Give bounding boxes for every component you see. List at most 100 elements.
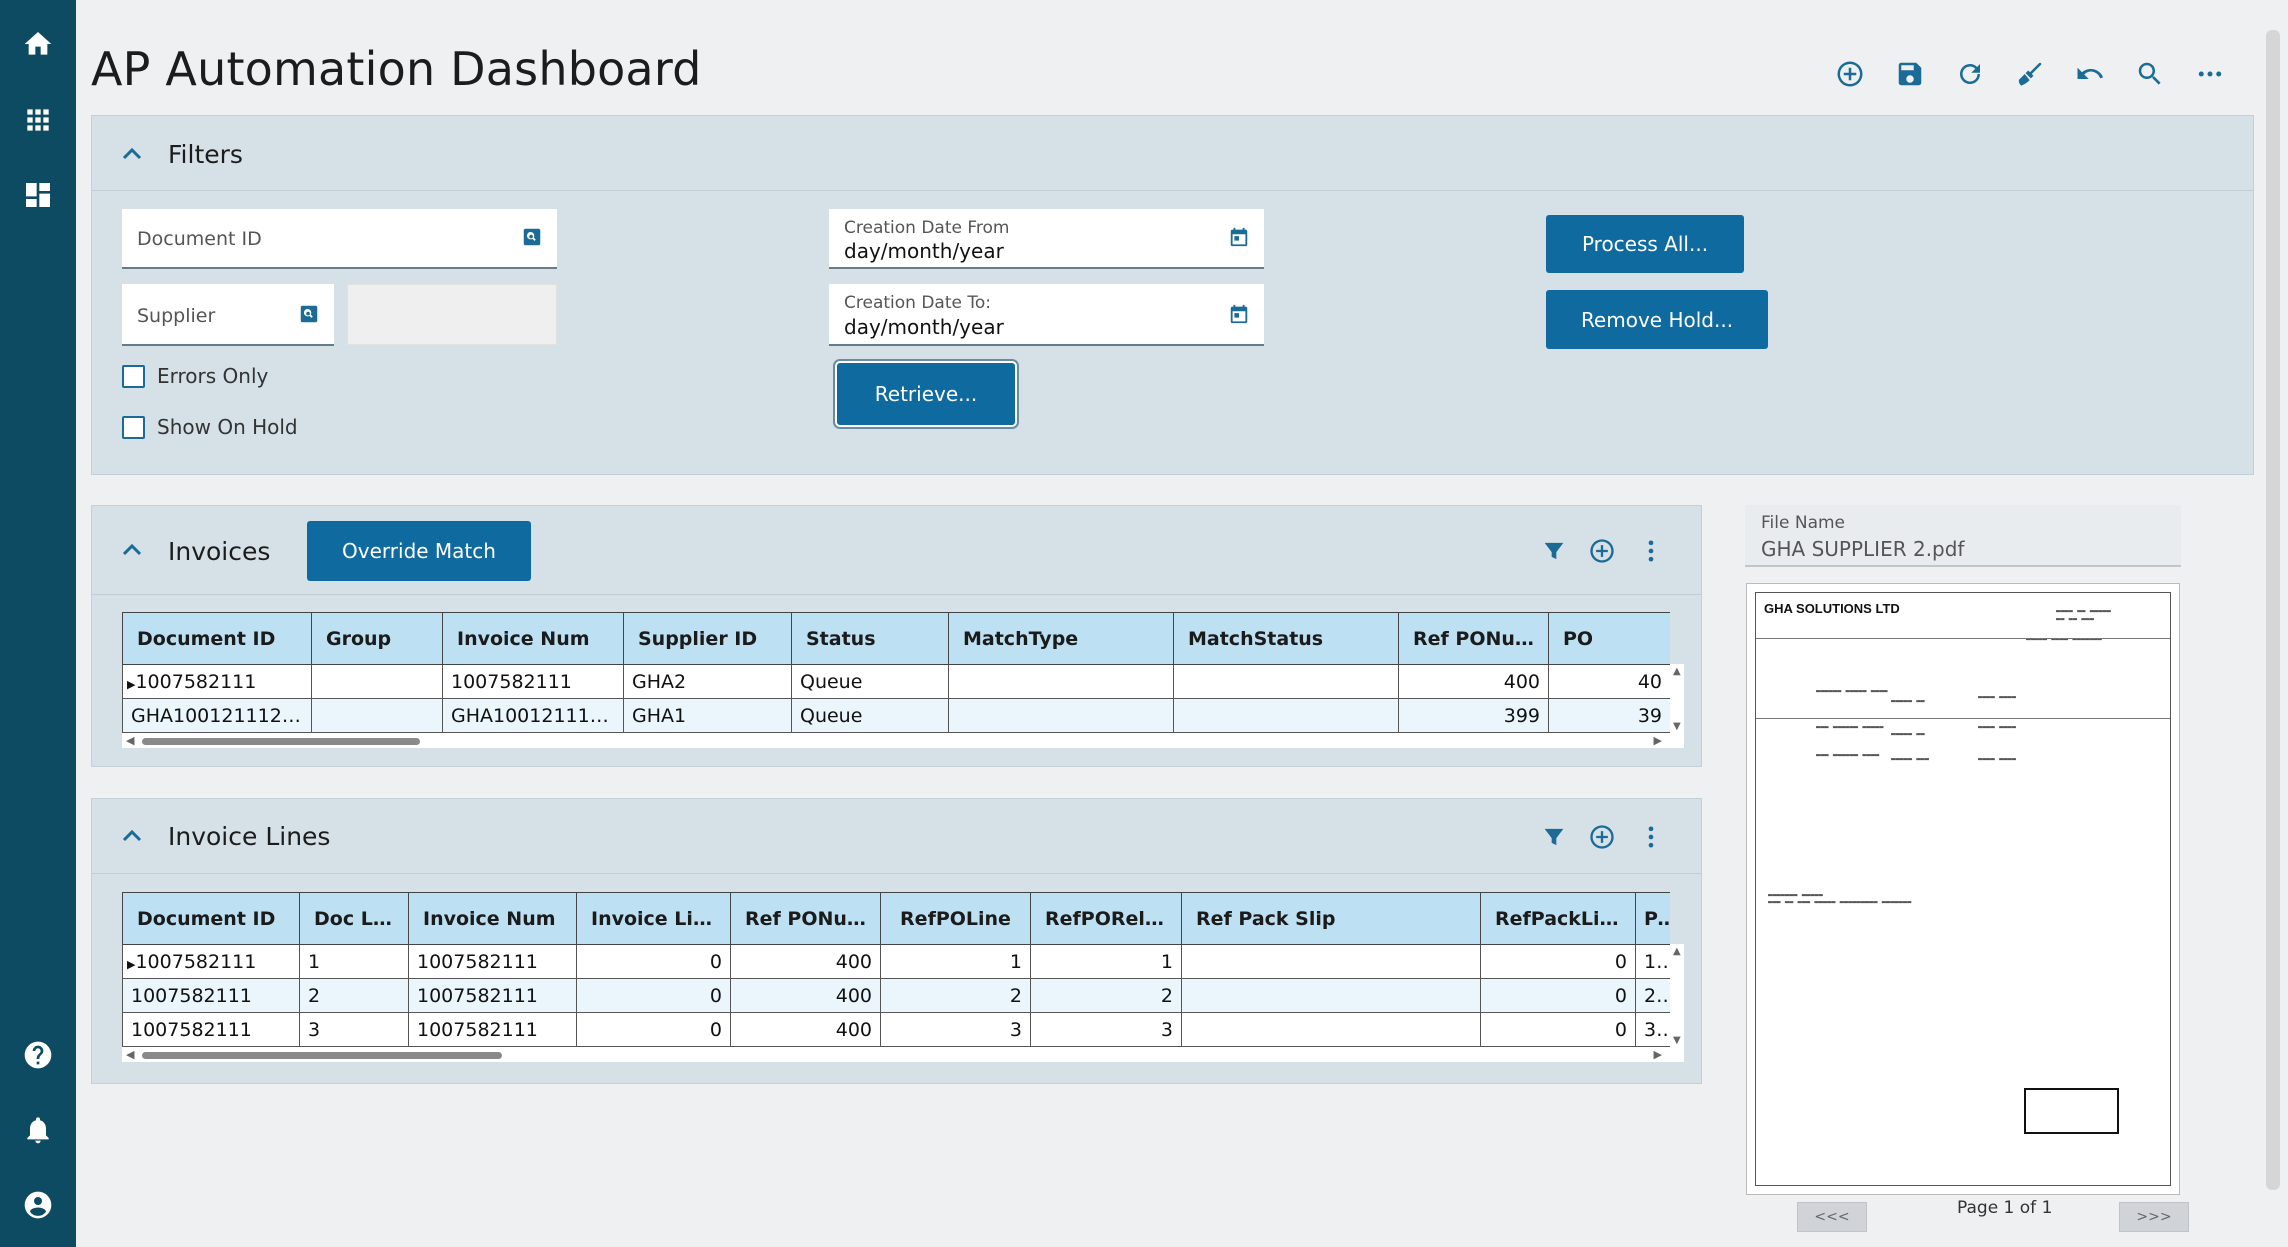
dashboard-icon[interactable]: [20, 177, 56, 213]
column-header[interactable]: Document ID: [122, 612, 312, 665]
chevron-up-icon[interactable]: [120, 142, 144, 166]
calendar-icon[interactable]: [1228, 226, 1250, 248]
grid-cell[interactable]: 400: [730, 978, 881, 1013]
more-icon[interactable]: [2192, 56, 2228, 92]
account-icon[interactable]: [20, 1187, 56, 1223]
grid-cell[interactable]: GHA1: [623, 698, 792, 733]
scroll-up-icon[interactable]: ▲: [1673, 946, 1681, 957]
grid-cell[interactable]: 0: [1480, 1012, 1636, 1047]
refresh-icon[interactable]: [1952, 56, 1988, 92]
column-header[interactable]: Status: [791, 612, 949, 665]
override-match-button[interactable]: Override Match: [307, 521, 531, 581]
checkbox-box[interactable]: [122, 415, 145, 439]
column-header[interactable]: Ref Pack Slip: [1181, 892, 1481, 945]
grid-cell[interactable]: 1: [1030, 944, 1182, 979]
grid-cell[interactable]: Queue: [791, 698, 949, 733]
scroll-up-icon[interactable]: ▲: [1673, 666, 1681, 677]
column-header[interactable]: Supplier ID: [623, 612, 792, 665]
errors-only-checkbox[interactable]: Errors Only: [122, 364, 268, 388]
more-vert-icon[interactable]: [1637, 823, 1667, 853]
grid-cell[interactable]: [1173, 698, 1399, 733]
column-header[interactable]: Document ID: [122, 892, 300, 945]
grid-cell[interactable]: 1007582111: [442, 664, 624, 699]
column-header[interactable]: RefPOLine: [880, 892, 1031, 945]
column-header[interactable]: Group: [311, 612, 443, 665]
scroll-left-icon[interactable]: ◀: [126, 734, 135, 747]
lookup-search-icon[interactable]: [521, 226, 543, 248]
grid-cell[interactable]: [1173, 664, 1399, 699]
grid-cell[interactable]: [311, 698, 443, 733]
grid-cell[interactable]: 400: [730, 944, 881, 979]
grid-cell[interactable]: [311, 664, 443, 699]
grid-cell[interactable]: [1181, 978, 1481, 1013]
grid-cell[interactable]: GHA1001211120…: [442, 698, 624, 733]
checkbox-box[interactable]: [122, 364, 145, 388]
grid-cell[interactable]: 399: [1398, 698, 1549, 733]
scroll-down-icon[interactable]: ▼: [1673, 721, 1681, 732]
creation-date-from-field[interactable]: Creation Date From day/month/year: [829, 209, 1264, 269]
grid-cell[interactable]: ▶1007582111: [122, 944, 300, 979]
home-icon[interactable]: [20, 26, 56, 62]
help-icon[interactable]: [20, 1037, 56, 1073]
filter-icon[interactable]: [1540, 537, 1570, 567]
grid-cell[interactable]: 400: [730, 1012, 881, 1047]
grid-cell[interactable]: 3: [1030, 1012, 1182, 1047]
grid-cell[interactable]: [1181, 944, 1481, 979]
add-circle-icon[interactable]: [1588, 537, 1618, 567]
column-header[interactable]: Invoice Line: [576, 892, 731, 945]
scroll-down-icon[interactable]: ▼: [1673, 1035, 1681, 1046]
grid-cell[interactable]: 2: [880, 978, 1031, 1013]
creation-date-to-field[interactable]: Creation Date To: day/month/year: [829, 284, 1264, 346]
grid-cell[interactable]: [948, 664, 1174, 699]
grid-cell[interactable]: [1181, 1012, 1481, 1047]
grid-cell[interactable]: 0: [576, 1012, 731, 1047]
column-header[interactable]: PO: [1548, 612, 1670, 665]
table-row[interactable]: ▶1007582111 1007582111 GHA2 Queue 400 40: [122, 664, 1670, 699]
column-header[interactable]: Doc Line: [299, 892, 409, 945]
grid-cell[interactable]: ▶1007582111: [122, 664, 312, 699]
next-page-button[interactable]: >>>: [2119, 1202, 2189, 1232]
grid-cell[interactable]: 1007582111: [408, 978, 577, 1013]
grid-cell[interactable]: 0: [1480, 944, 1636, 979]
column-header[interactable]: Ref PONum: [1398, 612, 1549, 665]
column-header[interactable]: Invoice Num: [408, 892, 577, 945]
vertical-scrollbar[interactable]: ▲ ▼: [1670, 664, 1684, 734]
grid-cell[interactable]: 3333: [1635, 1012, 1670, 1047]
grid-cell[interactable]: 1: [880, 944, 1031, 979]
lookup-search-icon[interactable]: [298, 303, 320, 325]
document-id-field[interactable]: Document ID: [122, 209, 557, 269]
table-row[interactable]: GHA10012111202… GHA1001211120… GHA1 Queu…: [122, 698, 1670, 733]
remove-hold-button[interactable]: Remove Hold...: [1546, 290, 1768, 349]
more-vert-icon[interactable]: [1637, 537, 1667, 567]
show-on-hold-checkbox[interactable]: Show On Hold: [122, 415, 298, 439]
search-icon[interactable]: [2132, 56, 2168, 92]
chevron-up-icon[interactable]: [120, 538, 144, 562]
grid-cell[interactable]: 400: [1398, 664, 1549, 699]
apps-grid-icon[interactable]: [20, 102, 56, 138]
grid-cell[interactable]: 1: [299, 944, 409, 979]
column-header[interactable]: Par: [1635, 892, 1670, 945]
grid-cell[interactable]: 1007582111: [408, 1012, 577, 1047]
page-scrollbar[interactable]: [2266, 30, 2280, 1190]
save-icon[interactable]: [1892, 56, 1928, 92]
column-header[interactable]: MatchStatus: [1173, 612, 1399, 665]
column-header[interactable]: MatchType: [948, 612, 1174, 665]
grid-cell[interactable]: Queue: [791, 664, 949, 699]
grid-cell[interactable]: 2: [299, 978, 409, 1013]
supplier-field[interactable]: Supplier: [122, 284, 334, 346]
chevron-up-icon[interactable]: [120, 824, 144, 848]
grid-cell[interactable]: 40: [1548, 664, 1670, 699]
prev-page-button[interactable]: <<<: [1797, 1202, 1867, 1232]
column-header[interactable]: Invoice Num: [442, 612, 624, 665]
column-header[interactable]: RefPORel…: [1030, 892, 1182, 945]
grid-cell[interactable]: 1007582111: [408, 944, 577, 979]
horizontal-scrollbar[interactable]: ◀ ▶: [122, 734, 1684, 748]
add-circle-icon[interactable]: [1588, 823, 1618, 853]
scroll-right-icon[interactable]: ▶: [1653, 734, 1662, 747]
scroll-left-icon[interactable]: ◀: [126, 1048, 135, 1061]
grid-cell[interactable]: 1007582111: [122, 978, 300, 1013]
grid-cell[interactable]: 3: [299, 1012, 409, 1047]
calendar-icon[interactable]: [1228, 303, 1250, 325]
grid-cell[interactable]: GHA2: [623, 664, 792, 699]
